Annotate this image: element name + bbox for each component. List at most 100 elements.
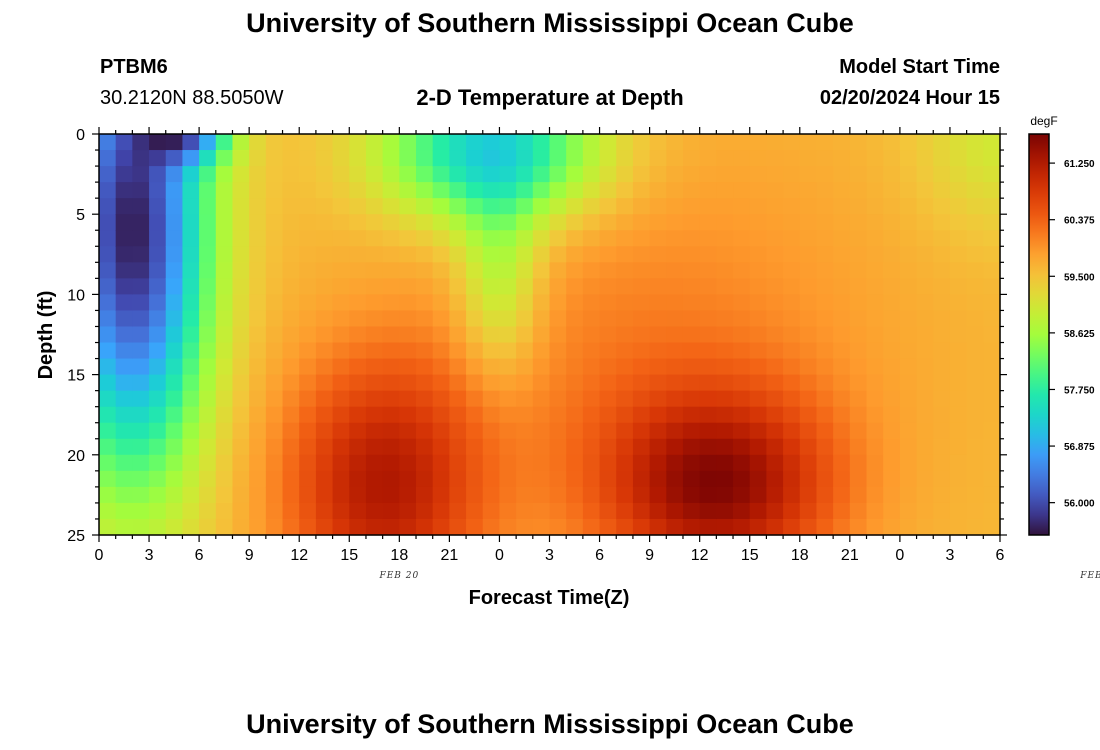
heatmap-cell (949, 342, 968, 360)
heatmap-cell (332, 150, 350, 167)
heatmap-cell (899, 454, 918, 472)
heatmap-cell (265, 150, 284, 167)
heatmap-cell (215, 422, 234, 440)
heatmap-cell (566, 294, 584, 312)
heatmap-cell (482, 326, 501, 344)
heatmap-cell (99, 262, 117, 279)
heatmap-cell (315, 198, 334, 215)
x-tick-label: 9 (645, 547, 654, 564)
heatmap-cell (115, 230, 133, 247)
heatmap-cell (132, 374, 150, 392)
heatmap-cell (866, 518, 884, 536)
heatmap-cell (132, 150, 150, 167)
heatmap-cell (899, 470, 918, 488)
heatmap-cell (349, 198, 367, 215)
heatmap-cell (282, 166, 300, 183)
heatmap-cell (916, 406, 934, 424)
heatmap-cell (399, 262, 417, 279)
heatmap-cell (449, 374, 467, 392)
heatmap-cell (849, 198, 868, 215)
heatmap-cell (849, 438, 868, 456)
heatmap-cell (682, 214, 701, 231)
heatmap-cell (799, 374, 818, 392)
heatmap-cell (532, 310, 551, 328)
heatmap-cell (249, 486, 267, 504)
heatmap-cell (449, 342, 467, 360)
heatmap-cell (582, 182, 601, 199)
heatmap-cell (716, 438, 734, 456)
heatmap-cell (499, 390, 517, 408)
heatmap-cell (966, 502, 984, 520)
heatmap-cell (933, 374, 951, 392)
heatmap-cell (482, 390, 501, 408)
heatmap-cell (783, 326, 801, 344)
colorbar-tick-label: 60.375 (1064, 216, 1095, 227)
heatmap-cell (215, 486, 234, 504)
heatmap-cell (966, 438, 984, 456)
x-tick-label: 21 (440, 547, 458, 564)
heatmap-cell (499, 134, 517, 151)
heatmap-cell (799, 390, 818, 408)
heatmap-cell (816, 294, 834, 312)
heatmap-cell (516, 294, 534, 312)
heatmap-cell (99, 214, 117, 231)
heatmap-cell (532, 438, 551, 456)
heatmap-cell (466, 166, 484, 183)
heatmap-cell (649, 214, 667, 231)
heatmap-cell (716, 246, 734, 263)
heatmap-cell (516, 134, 534, 151)
heatmap-cell (883, 470, 901, 488)
heatmap-cell (215, 182, 234, 199)
heatmap-cell (632, 150, 651, 167)
colorbar-unit: degF (1030, 114, 1057, 128)
heatmap-cell (282, 230, 300, 247)
heatmap-cell (699, 198, 717, 215)
x-tick-label: 6 (595, 547, 604, 564)
heatmap-cell (899, 134, 918, 151)
heatmap-cell (733, 246, 751, 263)
heatmap-cell (232, 246, 250, 263)
heatmap-cell (716, 518, 734, 536)
heatmap-cell (883, 518, 901, 536)
heatmap-cell (632, 182, 651, 199)
heatmap-cell (215, 230, 234, 247)
heatmap-cell (749, 214, 768, 231)
heatmap-cell (766, 454, 784, 472)
heatmap-cell (966, 358, 984, 376)
heatmap-cell (365, 246, 384, 263)
heatmap-cell (165, 502, 184, 520)
heatmap-cell (616, 214, 634, 231)
heatmap-cell (282, 422, 300, 440)
x-tick-label: 18 (390, 547, 408, 564)
heatmap-cell (599, 454, 617, 472)
heatmap-cell (899, 374, 918, 392)
heatmap-cell (132, 278, 150, 295)
heatmap-cell (232, 198, 250, 215)
heatmap-cell (883, 326, 901, 344)
heatmap-cells (99, 134, 1001, 536)
heatmap-cell (799, 310, 818, 328)
heatmap-cell (616, 406, 634, 424)
heatmap-cell (249, 166, 267, 183)
heatmap-cell (616, 166, 634, 183)
heatmap-cell (666, 262, 684, 279)
heatmap-cell (532, 166, 551, 183)
heatmap-cell (649, 134, 667, 151)
heatmap-cell (682, 310, 701, 328)
heatmap-cell (132, 470, 150, 488)
heatmap-cell (899, 198, 918, 215)
heatmap-cell (99, 502, 117, 520)
heatmap-cell (532, 230, 551, 247)
heatmap-cell (416, 438, 434, 456)
heatmap-cell (332, 326, 350, 344)
heatmap-cell (215, 326, 234, 344)
heatmap-cell (949, 262, 968, 279)
heatmap-cell (115, 134, 133, 151)
heatmap-cell (499, 406, 517, 424)
heatmap-cell (966, 134, 984, 151)
heatmap-cell (949, 310, 968, 328)
heatmap-cell (833, 198, 851, 215)
heatmap-cell (249, 470, 267, 488)
heatmap-cell (165, 358, 184, 376)
heatmap-cell (265, 486, 284, 504)
